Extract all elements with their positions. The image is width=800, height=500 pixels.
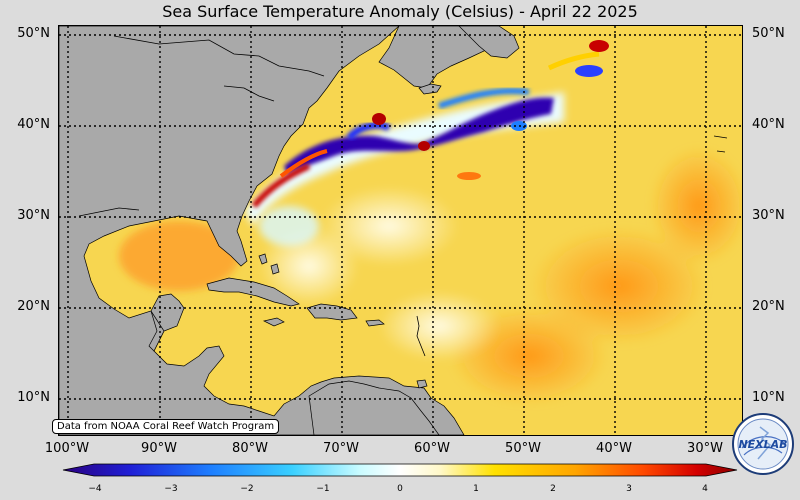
lat-label-50n-right: 50°N (752, 26, 785, 41)
lon-label-60w: 60°W (414, 441, 450, 456)
colorbar (62, 463, 738, 477)
colorbar-tick-3: 3 (626, 484, 632, 494)
lat-label-30n-left: 30°N (17, 208, 50, 223)
colorbar-tick-0: 0 (397, 484, 403, 494)
lat-label-40n-right: 40°N (752, 117, 785, 132)
nexlab-logo: NEXLAB (732, 413, 794, 475)
lat-label-20n-left: 20°N (17, 299, 50, 314)
lon-label-30w: 30°W (687, 441, 723, 456)
lat-label-10n-left: 10°N (17, 390, 50, 405)
lat-label-30n-right: 30°N (752, 208, 785, 223)
lon-label-80w: 80°W (232, 441, 268, 456)
lon-label-100w: 100°W (44, 441, 90, 456)
colorbar-tick-2: 2 (550, 484, 556, 494)
colorbar-tick-1: 1 (473, 484, 479, 494)
lat-label-10n-right: 10°N (752, 390, 785, 405)
colorbar-tick-4: 4 (702, 484, 708, 494)
data-credit: Data from NOAA Coral Reef Watch Program (52, 419, 280, 434)
lon-label-40w: 40°W (596, 441, 632, 456)
lon-label-70w: 70°W (323, 441, 359, 456)
colorbar-tick-neg1: −1 (316, 484, 330, 494)
colorbar-tick-neg2: −2 (240, 484, 254, 494)
lat-label-20n-right: 20°N (752, 299, 785, 314)
colorbar-tick-neg3: −3 (164, 484, 178, 494)
logo-text: NEXLAB (738, 438, 787, 451)
graticule (59, 26, 742, 435)
lat-label-40n-left: 40°N (17, 117, 50, 132)
lat-label-50n-left: 50°N (17, 26, 50, 41)
map-title: Sea Surface Temperature Anomaly (Celsius… (162, 2, 638, 21)
lon-label-90w: 90°W (141, 441, 177, 456)
map-canvas (59, 26, 742, 435)
anomaly-texture (59, 146, 742, 420)
lon-label-50w: 50°W (505, 441, 541, 456)
sst-anomaly-map (58, 25, 743, 436)
colorbar-tick-neg4: −4 (88, 484, 102, 494)
